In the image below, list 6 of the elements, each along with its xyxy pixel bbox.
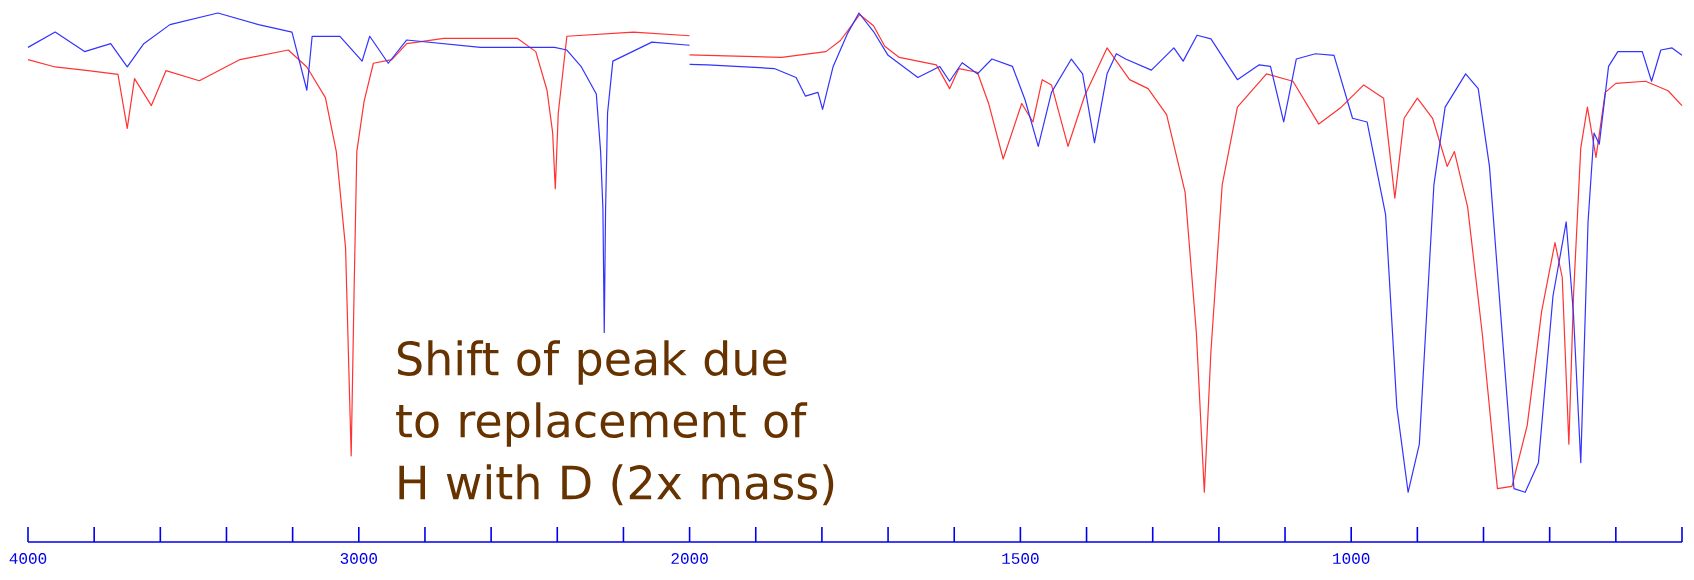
x-tick-label: 2000 <box>671 553 708 564</box>
x-tick-label: 1500 <box>1002 553 1039 564</box>
annotation: Shift of peak due to replacement of H with D (2x mass) <box>396 340 834 506</box>
x-tick-label: 3000 <box>340 553 378 564</box>
x-tick-label: 4000 <box>9 553 47 564</box>
x-tick-label: 1000 <box>1333 553 1370 564</box>
